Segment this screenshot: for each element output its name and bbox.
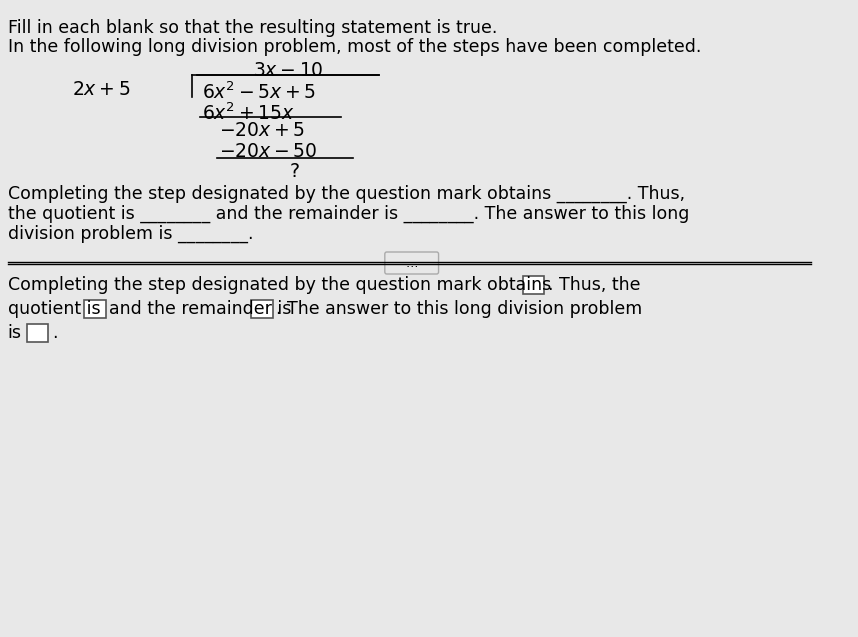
Text: …: … [406, 257, 418, 269]
Text: .: . [51, 324, 57, 342]
Text: is: is [8, 324, 21, 342]
Text: Fill in each blank so that the resulting statement is true.: Fill in each blank so that the resulting… [8, 19, 497, 37]
Bar [27, 324, 48, 342]
Text: quotient is: quotient is [8, 300, 100, 318]
Text: $6x^2+15x$: $6x^2+15x$ [202, 102, 294, 124]
Text: . Thus, the: . Thus, the [548, 276, 640, 294]
Text: $3x-10$: $3x-10$ [252, 62, 323, 80]
Text: . The answer to this long division problem: . The answer to this long division probl… [276, 300, 643, 318]
Text: $-20x+5$: $-20x+5$ [219, 122, 305, 140]
Text: division problem is ________.: division problem is ________. [8, 225, 253, 243]
Text: In the following long division problem, most of the steps have been completed.: In the following long division problem, … [8, 38, 701, 56]
Text: and the remainder is: and the remainder is [110, 300, 292, 318]
Text: Completing the step designated by the question mark obtains ________. Thus,: Completing the step designated by the qu… [8, 185, 685, 203]
Bar [84, 300, 106, 318]
Bar [523, 276, 544, 294]
Text: $-20x-50$: $-20x-50$ [219, 143, 317, 161]
Bar [251, 300, 273, 318]
Text: Completing the step designated by the question mark obtains: Completing the step designated by the qu… [8, 276, 551, 294]
Text: $6x^2-5x+5$: $6x^2-5x+5$ [202, 81, 316, 103]
Text: the quotient is ________ and the remainder is ________. The answer to this long: the quotient is ________ and the remaind… [8, 205, 689, 223]
Text: $2x+5$: $2x+5$ [72, 81, 130, 99]
FancyBboxPatch shape [385, 252, 438, 274]
Text: $?$: $?$ [289, 163, 300, 181]
